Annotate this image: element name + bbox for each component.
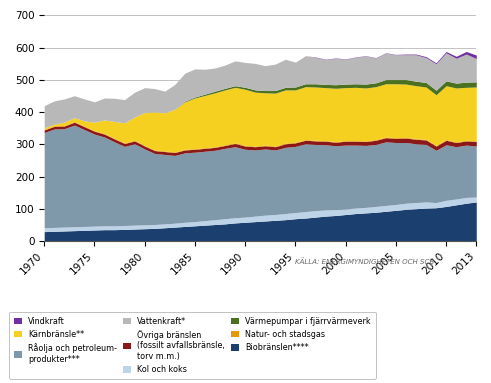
Text: KÄLLA: ENERGIMYNDIGHETEN OCH SCB: KÄLLA: ENERGIMYNDIGHETEN OCH SCB [295,259,434,265]
Legend: Vindkraft, Kärnbränsle**, Råolja och petroleum-
produkter***, Vattenkraft*, Övri: Vindkraft, Kärnbränsle**, Råolja och pet… [9,312,376,379]
